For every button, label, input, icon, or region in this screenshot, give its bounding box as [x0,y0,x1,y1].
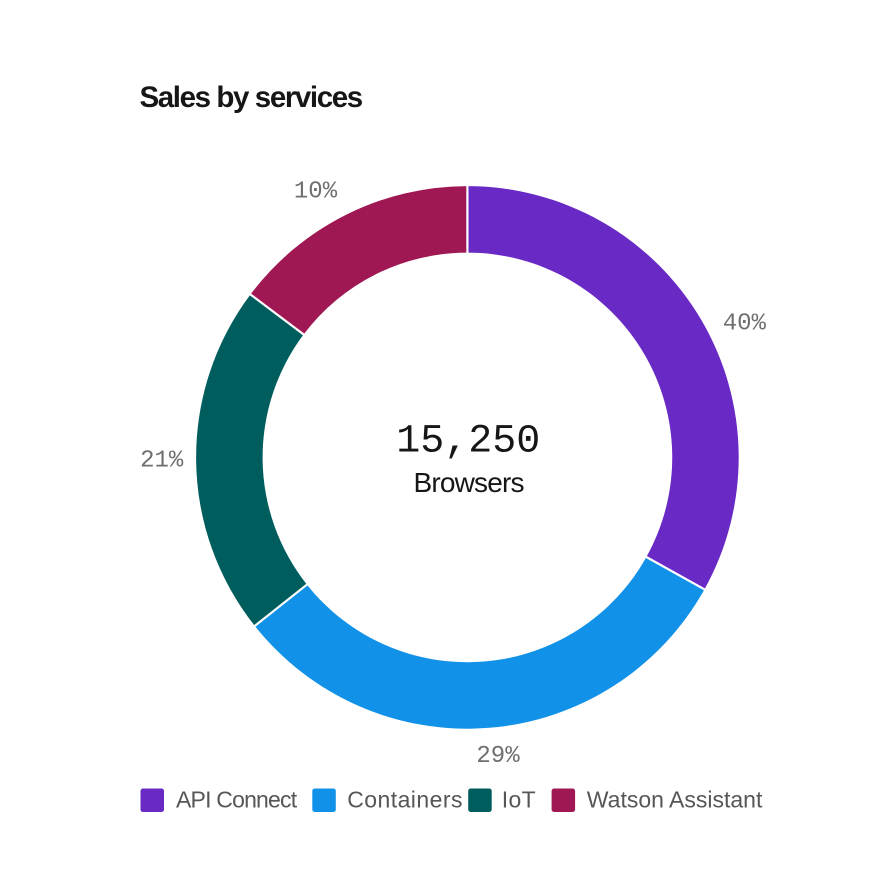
svg-text:Browsers: Browsers [413,467,523,498]
svg-text:Sales by services: Sales by services [140,81,363,114]
svg-text:10%: 10% [294,179,338,206]
svg-text:API Connect: API Connect [176,787,298,813]
svg-text:40%: 40% [723,311,767,338]
svg-text:IoT: IoT [502,787,536,813]
svg-text:29%: 29% [476,743,520,770]
svg-text:15,250: 15,250 [396,420,540,465]
svg-text:Watson Assistant: Watson Assistant [587,787,763,813]
svg-text:Containers: Containers [347,787,463,813]
svg-text:21%: 21% [140,447,184,474]
